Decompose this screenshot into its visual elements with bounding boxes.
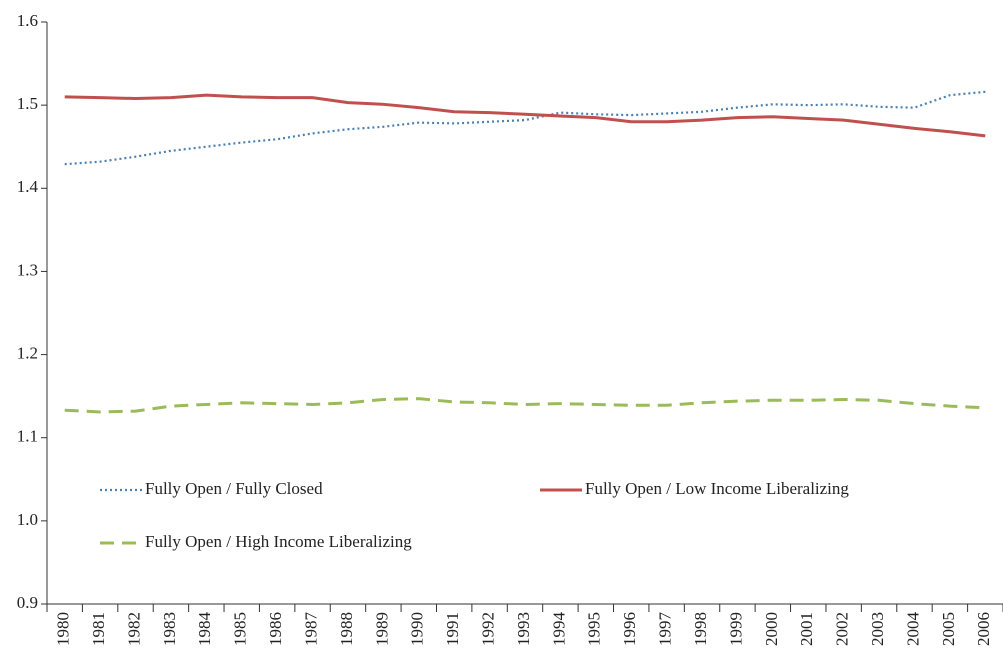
series-line [64, 93, 986, 138]
series-line [64, 397, 986, 414]
series-line [64, 90, 986, 166]
x-tick-label: 1990 [408, 612, 427, 646]
x-tick-label: 1995 [585, 612, 604, 646]
x-tick-label: 1988 [337, 612, 356, 646]
x-tick-label: 1984 [195, 612, 214, 647]
x-tick-label: 1997 [656, 612, 675, 647]
x-tick-label: 1989 [372, 612, 391, 646]
x-tick-label: 1986 [266, 612, 285, 646]
x-tick-label: 1991 [443, 612, 462, 646]
y-tick-label: 0.9 [17, 593, 38, 612]
legend-label: Fully Open / High Income Liberalizing [145, 532, 412, 551]
x-tick-label: 2005 [939, 612, 958, 646]
y-tick-label: 1.2 [17, 343, 38, 362]
x-tick-label: 1987 [301, 612, 320, 647]
x-tick-label: 1980 [54, 612, 73, 646]
x-tick-label: 2000 [762, 612, 781, 646]
y-tick-label: 1.3 [17, 260, 38, 279]
x-tick-label: 1981 [89, 612, 108, 646]
x-tick-label: 1992 [478, 612, 497, 646]
x-tick-label: 1998 [691, 612, 710, 646]
x-tick-label: 1994 [549, 612, 568, 647]
y-tick-label: 1.4 [17, 177, 39, 196]
x-tick-label: 2004 [903, 612, 922, 647]
x-tick-label: 2006 [974, 612, 993, 646]
y-tick-label: 1.0 [17, 510, 38, 529]
x-tick-label: 1996 [620, 612, 639, 646]
legend-label: Fully Open / Low Income Liberalizing [585, 479, 849, 498]
legend-label: Fully Open / Fully Closed [145, 479, 323, 498]
x-tick-label: 1993 [514, 612, 533, 646]
x-tick-label: 2003 [868, 612, 887, 646]
y-tick-label: 1.5 [17, 94, 38, 113]
x-tick-label: 1983 [160, 612, 179, 646]
x-tick-label: 2002 [833, 612, 852, 646]
y-tick-label: 1.6 [17, 11, 38, 30]
x-tick-label: 1999 [726, 612, 745, 646]
x-tick-label: 1985 [231, 612, 250, 646]
x-tick-label: 1982 [124, 612, 143, 646]
y-tick-label: 1.1 [17, 427, 38, 446]
x-tick-label: 2001 [797, 612, 816, 646]
